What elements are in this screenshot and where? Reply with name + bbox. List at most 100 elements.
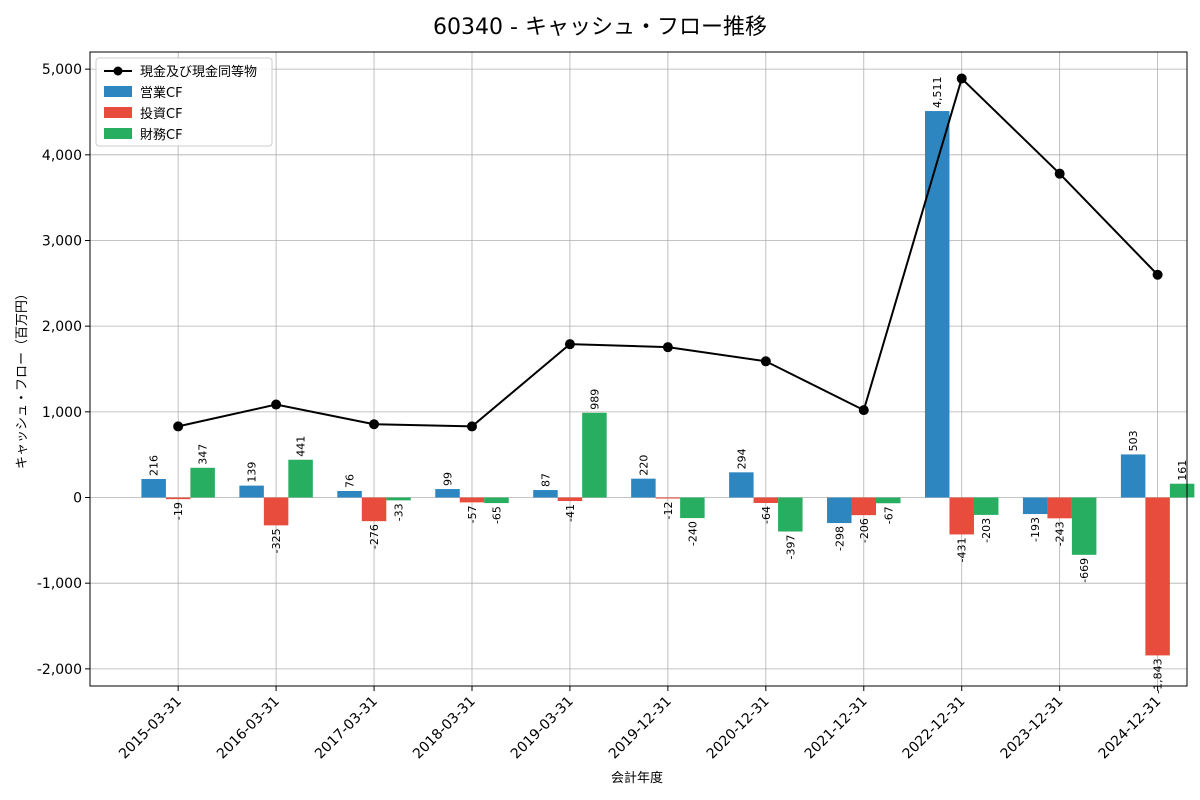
legend-swatch xyxy=(104,128,132,139)
bar xyxy=(924,111,950,498)
bar-value-label: -65 xyxy=(490,506,503,524)
y-tick-label: 2,000 xyxy=(42,319,82,335)
y-tick-label: -2,000 xyxy=(37,662,82,678)
x-tick-label: 2016-03-31 xyxy=(214,694,283,763)
bar xyxy=(851,497,877,516)
bar-value-label: -276 xyxy=(368,524,381,549)
y-tick-label: 3,000 xyxy=(42,233,82,249)
bar-value-label: -193 xyxy=(1029,517,1042,542)
bar-value-label: 139 xyxy=(246,462,259,483)
bar-value-label: 99 xyxy=(442,472,455,486)
bar-value-label: 161 xyxy=(1176,460,1189,481)
cash-point xyxy=(760,356,771,367)
x-tick-label: 2023-12-31 xyxy=(998,694,1067,763)
cash-point xyxy=(271,399,282,410)
grid-lines xyxy=(90,52,1187,686)
bar-value-label: -325 xyxy=(270,528,283,553)
cash-point xyxy=(173,421,184,432)
x-axis: 2015-03-31 2016-03-31 2017-03-31 2018-03-31… xyxy=(116,686,1164,762)
bar-value-label: 347 xyxy=(197,444,210,465)
cash-point xyxy=(1152,269,1163,280)
y-axis-label: キャッシュ・フロー（百万円） xyxy=(15,287,30,469)
bar-value-label: 76 xyxy=(344,474,357,488)
bar xyxy=(680,497,705,519)
bar xyxy=(190,467,215,498)
x-tick-label: 2020-12-31 xyxy=(704,694,773,763)
bar xyxy=(459,497,485,503)
bar-value-label: 503 xyxy=(1127,430,1140,451)
bar-value-label: -240 xyxy=(686,521,699,546)
bar xyxy=(949,497,974,535)
bar-value-label: -669 xyxy=(1078,558,1091,583)
y-axis: -2,000 -1,000 0 1,000 2,000 3,000 4,000 5,000 xyxy=(37,62,90,678)
bar-value-label: -41 xyxy=(564,504,577,522)
bar-value-label: -33 xyxy=(393,503,406,521)
legend-label: 財務CF xyxy=(140,128,183,143)
x-tick-label: 2019-12-31 xyxy=(606,694,675,763)
cash-line-layer xyxy=(173,73,1163,432)
bar-value-label: -206 xyxy=(858,518,871,543)
bar xyxy=(631,478,656,498)
bar-value-label: -298 xyxy=(833,526,846,551)
bar-value-label: 216 xyxy=(148,455,161,476)
x-tick-label: 2017-03-31 xyxy=(312,694,381,763)
bar-value-label: 441 xyxy=(295,436,308,457)
bar xyxy=(582,412,607,498)
bar-value-label: -243 xyxy=(1054,521,1067,546)
cash-point xyxy=(858,405,869,416)
bar xyxy=(263,497,289,526)
x-tick-label: 2024-12-31 xyxy=(1096,694,1165,763)
bar-value-label: 87 xyxy=(539,473,552,487)
bar xyxy=(435,489,460,498)
bar xyxy=(141,479,166,498)
plot-frame xyxy=(89,51,1188,687)
bar-value-label: 220 xyxy=(637,455,650,476)
bar xyxy=(876,497,901,504)
cash-point xyxy=(466,421,477,432)
bar xyxy=(778,497,803,532)
x-tick-label: 2021-12-31 xyxy=(802,694,871,763)
bar xyxy=(1145,497,1170,656)
bar-value-label: 4,511 xyxy=(931,77,944,109)
cash-point xyxy=(662,342,673,353)
bar xyxy=(165,497,191,500)
bar xyxy=(1047,497,1072,519)
legend-swatch xyxy=(104,107,132,118)
y-tick-label: -1,000 xyxy=(37,576,82,592)
legend-swatch xyxy=(104,86,132,97)
bar xyxy=(1071,497,1097,555)
bar-labels-layer: 216 139 76 99 87 220 294 -298 4,511 -193 503 -19 -32… xyxy=(148,77,1189,694)
bar xyxy=(729,472,754,498)
bar xyxy=(1022,497,1048,515)
bar xyxy=(753,497,779,503)
bar xyxy=(386,497,411,501)
legend-label: 現金及び現金同等物 xyxy=(140,64,257,80)
bar xyxy=(337,491,362,498)
y-tick-label: 0 xyxy=(73,491,82,507)
bar-value-label: -431 xyxy=(956,537,969,562)
bar xyxy=(655,497,681,499)
y-tick-label: 1,000 xyxy=(42,405,82,421)
bar xyxy=(1120,454,1146,498)
legend-label: 営業CF xyxy=(140,85,183,101)
x-tick-label: 2022-12-31 xyxy=(900,694,969,763)
bar-value-label: -57 xyxy=(466,505,479,523)
x-axis-label: 会計年度 xyxy=(611,770,663,786)
chart-title: 60340 - キャッシュ・フロー推移 xyxy=(433,15,767,40)
bar-value-label: 989 xyxy=(588,389,601,410)
x-tick-label: 2018-03-31 xyxy=(410,694,479,763)
bar xyxy=(288,459,313,498)
bars-layer xyxy=(141,111,1195,656)
legend-label: 投資CF xyxy=(140,106,183,122)
bar-value-label: -19 xyxy=(172,502,185,520)
legend-marker xyxy=(113,66,123,76)
bar xyxy=(361,497,387,522)
bar xyxy=(557,497,583,502)
bar-value-label: -67 xyxy=(882,506,895,524)
bar-value-label: -1,843 xyxy=(1152,658,1165,693)
bar-value-label: -12 xyxy=(662,502,675,520)
y-tick-label: 5,000 xyxy=(42,62,82,78)
bar-value-label: -203 xyxy=(980,518,993,543)
